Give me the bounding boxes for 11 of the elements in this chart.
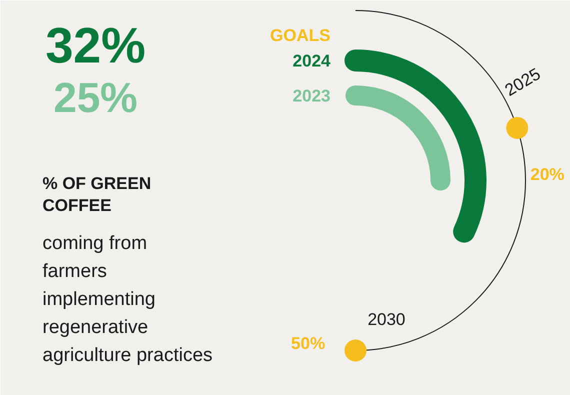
data-label: 25% [53, 74, 138, 121]
text: coming from farmers implementing regenerative agriculture practices [42, 233, 213, 366]
category-label: 2030 [368, 310, 406, 330]
legend-label: GOALS [270, 26, 331, 45]
legend-label: 2023 [292, 86, 331, 106]
category-label: 2025 [502, 64, 544, 100]
data-label: 32% [45, 18, 146, 74]
data-label: 50% [291, 334, 326, 354]
legend-label: 2024 [292, 52, 332, 70]
data-label: 20% [530, 164, 564, 184]
text: % OF GREEN COFFEE [42, 174, 152, 215]
